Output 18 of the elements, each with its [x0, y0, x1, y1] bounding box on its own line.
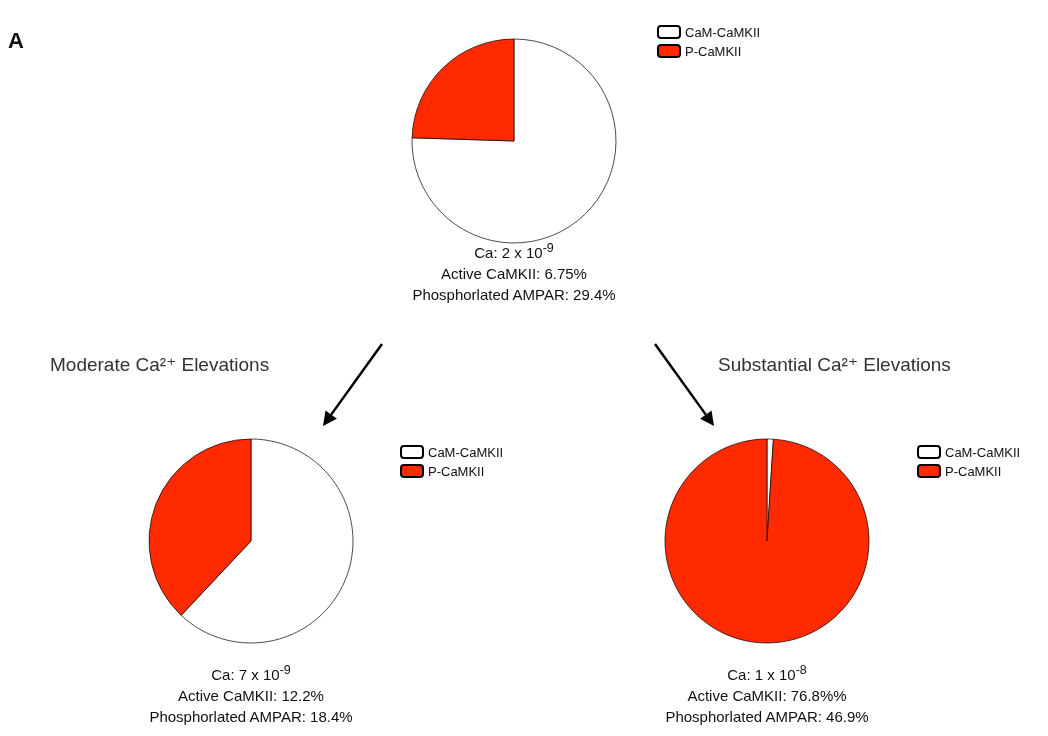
legend-label: CaM-CaMKII [945, 444, 1021, 460]
text: Ca: 7 x 10$^{-9}$ [210, 662, 292, 685]
text: Phosphorlated AMPAR: 18.4% [148, 707, 354, 727]
legend-label: CaM-CaMKII [428, 444, 504, 460]
text: Ca: 1 x 10$^{-8}$ [726, 662, 808, 685]
text: Active CaMKII: 76.8%% [686, 686, 848, 706]
text: A [8, 28, 24, 54]
text: Phosphorlated AMPAR: 46.9% [664, 707, 870, 727]
chart-title: Moderate Ca²⁺ Elevations [50, 353, 270, 376]
text: Phosphorlated AMPAR: 29.4% [411, 285, 617, 305]
legend-label: CaM-CaMKII [685, 24, 761, 40]
text: Active CaMKII: 6.75% [440, 264, 588, 284]
chart-title: Substantial Ca²⁺ Elevations [718, 353, 951, 376]
legend-label: P-CaMKII [685, 43, 742, 59]
legend-label: P-CaMKII [428, 463, 485, 479]
text: Active CaMKII: 12.2% [177, 686, 325, 706]
text: Ca: 2 x 10$^{-9}$ [473, 240, 555, 263]
legend-label: P-CaMKII [945, 463, 1002, 479]
